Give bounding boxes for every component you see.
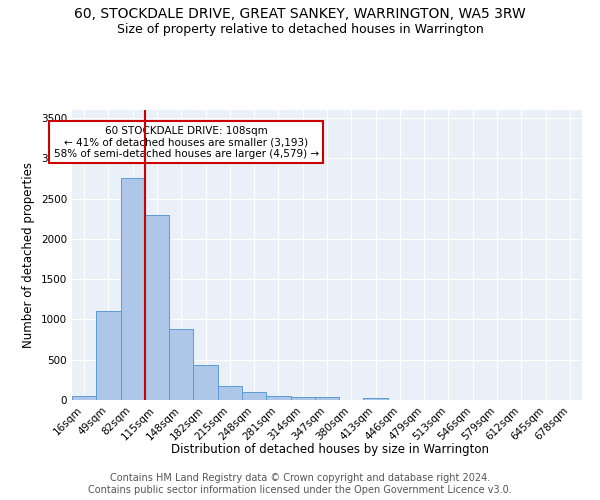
Text: 60 STOCKDALE DRIVE: 108sqm
← 41% of detached houses are smaller (3,193)
58% of s: 60 STOCKDALE DRIVE: 108sqm ← 41% of deta… — [53, 126, 319, 159]
Y-axis label: Number of detached properties: Number of detached properties — [22, 162, 35, 348]
Text: Size of property relative to detached houses in Warrington: Size of property relative to detached ho… — [116, 22, 484, 36]
Bar — [315, 397, 339, 400]
Bar — [266, 396, 290, 400]
Bar — [96, 312, 121, 400]
Text: Distribution of detached houses by size in Warrington: Distribution of detached houses by size … — [171, 442, 489, 456]
Bar — [121, 178, 145, 400]
Bar — [290, 397, 315, 400]
Bar — [169, 329, 193, 400]
Bar — [218, 386, 242, 400]
Bar — [145, 214, 169, 400]
Bar — [242, 392, 266, 400]
Text: Contains HM Land Registry data © Crown copyright and database right 2024.
Contai: Contains HM Land Registry data © Crown c… — [88, 474, 512, 495]
Bar — [72, 396, 96, 400]
Bar — [193, 366, 218, 400]
Text: 60, STOCKDALE DRIVE, GREAT SANKEY, WARRINGTON, WA5 3RW: 60, STOCKDALE DRIVE, GREAT SANKEY, WARRI… — [74, 8, 526, 22]
Bar — [364, 398, 388, 400]
